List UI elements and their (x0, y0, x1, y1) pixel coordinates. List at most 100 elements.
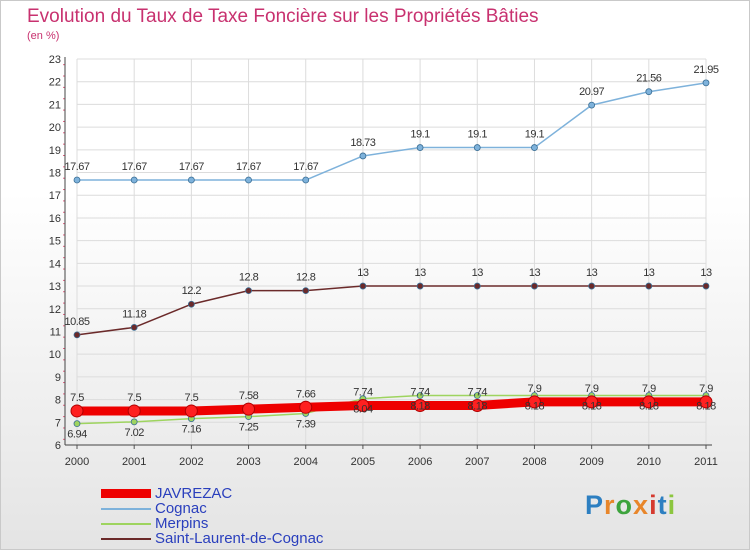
data-point-cognac (130, 176, 138, 184)
data-point-javrezac (642, 395, 656, 409)
y-tick-10: 10 (49, 349, 61, 361)
data-point-saint-laurent-de-cognac (359, 282, 367, 290)
data-label-javrezac: 7.9 (528, 383, 542, 395)
data-label-saint-laurent-de-cognac: 10.85 (64, 316, 89, 328)
y-tick-22: 22 (49, 77, 61, 89)
x-tick-2006: 2006 (408, 456, 432, 468)
data-label-cognac: 19.1 (410, 129, 430, 141)
data-point-cognac (473, 144, 481, 151)
proxiti-logo: Proxiti (585, 490, 676, 521)
chart-unit: (en %) (27, 30, 60, 42)
x-tick-2004: 2004 (293, 456, 317, 468)
data-label-cognac: 17.67 (122, 161, 147, 173)
data-label-merpins: 8.18 (468, 401, 488, 413)
data-point-merpins (73, 420, 81, 428)
x-tick-2000: 2000 (65, 456, 89, 468)
y-tick-20: 20 (49, 122, 61, 134)
data-label-merpins: 8.18 (696, 401, 716, 413)
axes (63, 57, 712, 449)
data-label-merpins: 6.94 (67, 429, 87, 441)
data-label-merpins: 7.02 (124, 427, 144, 439)
data-label-merpins: 7.16 (182, 424, 202, 436)
data-point-javrezac (127, 404, 141, 418)
y-tick-labels: 6 7 8 9 10 11 12 13 14 15 16 17 18 19 20 21 22 23 (49, 54, 61, 452)
x-tick-2002: 2002 (179, 456, 203, 468)
data-labels: 7.5 7.5 7.5 7.58 7.66 7.74 7.74 7.74 7.9 7.9 7.9 7.… (64, 64, 719, 441)
data-label-javrezac: 7.9 (585, 383, 599, 395)
data-point-saint-laurent-de-cognac (187, 300, 195, 308)
data-label-saint-laurent-de-cognac: 12.8 (239, 272, 259, 284)
data-point-cognac (359, 152, 367, 160)
legend-label-merpins: Merpins (155, 515, 209, 532)
y-tick-17: 17 (49, 190, 61, 202)
data-label-saint-laurent-de-cognac: 13 (414, 267, 426, 279)
y-tick-11: 11 (50, 326, 61, 338)
logo-letter: t (657, 490, 668, 520)
data-label-saint-laurent-de-cognac: 11.18 (122, 308, 147, 320)
x-tick-2011: 2011 (694, 456, 718, 468)
y-tick-19: 19 (49, 145, 61, 157)
data-point-javrezac (470, 398, 484, 412)
legend-swatch-saint-laurent (101, 538, 151, 540)
data-label-merpins: 7.25 (239, 422, 259, 434)
logo-letter: x (633, 490, 650, 520)
data-label-cognac: 17.67 (64, 161, 89, 173)
y-tick-8: 8 (55, 395, 61, 407)
data-label-cognac: 21.56 (636, 73, 661, 85)
series-line-cognac (76, 82, 707, 181)
series-lines (70, 79, 713, 428)
logo-letter: P (585, 490, 605, 520)
data-label-javrezac: 7.9 (699, 383, 713, 395)
data-label-saint-laurent-de-cognac: 12.2 (182, 285, 202, 297)
data-label-javrezac: 7.5 (127, 392, 141, 404)
data-point-merpins (130, 418, 138, 426)
x-tick-labels: 2000 2001 2002 2003 2004 2005 2006 2007 2008 2009… (65, 456, 718, 468)
legend-label-javrezac: JAVREZAC (155, 485, 233, 502)
data-point-saint-laurent-de-cognac (531, 282, 538, 290)
data-label-cognac: 17.67 (293, 161, 318, 173)
data-point-cognac (73, 176, 81, 184)
series-line-saint-laurent-de-cognac (76, 285, 707, 336)
series-line-javrezac (72, 397, 711, 416)
legend-swatch-merpins (101, 523, 151, 525)
data-point-saint-laurent-de-cognac (588, 282, 596, 290)
data-label-cognac: 18.73 (350, 137, 375, 149)
y-tick-13: 13 (49, 281, 61, 293)
data-point-javrezac (699, 395, 713, 409)
logo-letter: r (604, 490, 616, 520)
data-label-javrezac: 7.74 (410, 386, 430, 398)
data-point-javrezac (356, 398, 370, 412)
data-point-cognac (187, 176, 195, 184)
data-label-javrezac: 7.58 (239, 390, 259, 402)
data-label-merpins: 8.18 (639, 401, 659, 413)
data-label-javrezac: 7.74 (353, 386, 373, 398)
data-label-saint-laurent-de-cognac: 13 (357, 267, 369, 279)
data-point-javrezac (527, 395, 541, 409)
y-tick-18: 18 (49, 168, 61, 180)
data-label-javrezac: 7.66 (296, 388, 316, 400)
x-tick-2005: 2005 (351, 456, 375, 468)
legend-label-cognac: Cognac (155, 500, 207, 517)
y-tick-7: 7 (55, 417, 61, 429)
data-point-saint-laurent-de-cognac (73, 331, 81, 339)
y-tick-23: 23 (49, 54, 61, 66)
data-label-saint-laurent-de-cognac: 12.8 (296, 272, 316, 284)
data-point-javrezac (299, 400, 313, 414)
data-label-merpins: 7.39 (296, 418, 316, 430)
series-line-merpins (76, 394, 707, 425)
data-label-merpins: 8.18 (525, 401, 545, 413)
data-point-merpins (416, 392, 424, 399)
x-tick-2008: 2008 (522, 456, 546, 468)
data-point-saint-laurent-de-cognac (645, 282, 653, 290)
data-point-cognac (245, 176, 252, 184)
x-tick-2001: 2001 (122, 456, 146, 468)
logo-letter: o (615, 490, 634, 520)
data-point-cognac (531, 144, 538, 151)
y-tick-16: 16 (49, 213, 61, 225)
y-tick-12: 12 (49, 304, 61, 316)
data-label-javrezac: 7.5 (70, 392, 84, 404)
logo-letter: i (649, 490, 658, 520)
x-tick-2007: 2007 (465, 456, 489, 468)
